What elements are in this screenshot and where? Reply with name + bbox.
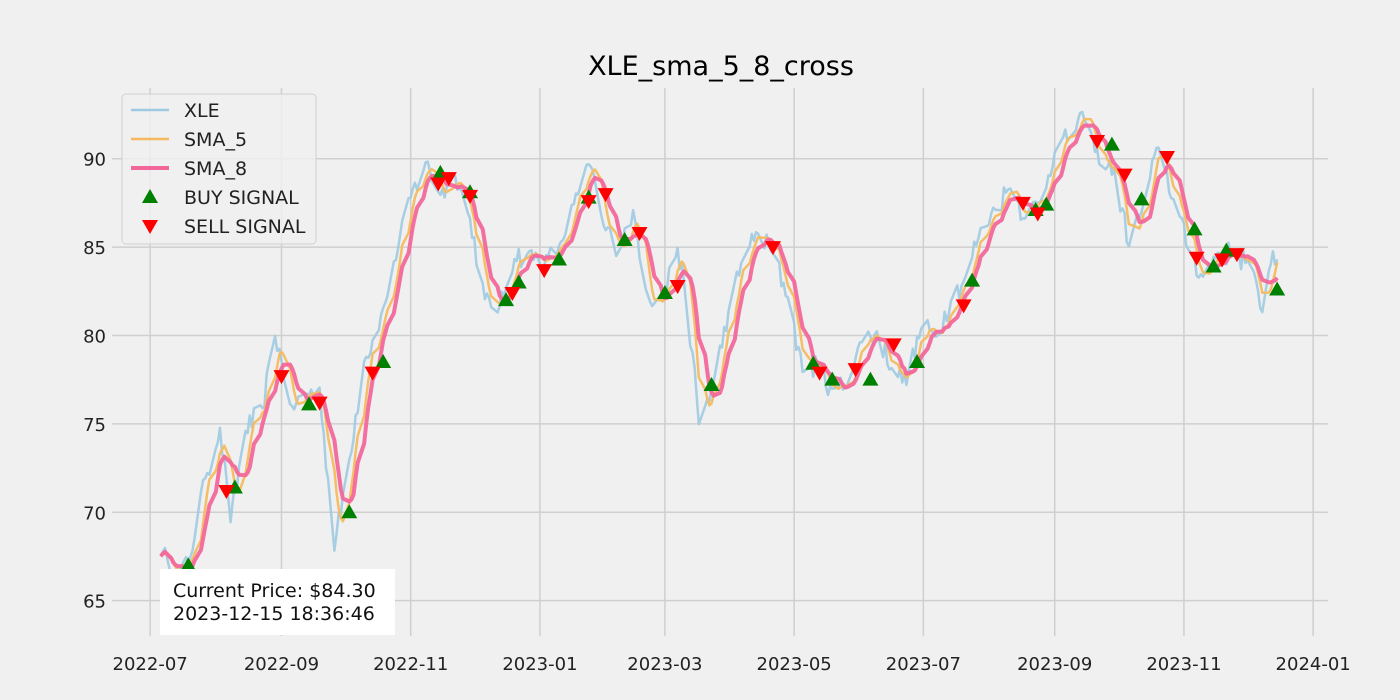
- sell-signal-marker: [1214, 253, 1231, 268]
- sell-signal-marker: [1188, 251, 1205, 266]
- buy-signal-marker: [180, 557, 197, 572]
- legend-label: XLE: [184, 100, 220, 122]
- legend-label: SELL SIGNAL: [184, 216, 306, 238]
- sell-signal-marker: [504, 287, 521, 302]
- buy-signal-marker: [616, 232, 633, 247]
- y-tick-label: 85: [83, 238, 106, 259]
- buy-signal-marker: [862, 371, 879, 386]
- y-tick-label: 65: [83, 592, 106, 613]
- buy-signal-marker: [824, 371, 841, 386]
- sell-signal-marker: [955, 299, 972, 314]
- sell-signal-marker: [580, 195, 597, 210]
- buy-signal-marker: [703, 376, 720, 391]
- sell-signal-marker: [1116, 168, 1133, 183]
- buy-signal-marker: [1103, 136, 1120, 151]
- y-tick-label: 70: [83, 503, 106, 524]
- x-tick-label: 2023-09: [1017, 654, 1092, 675]
- buy-signal-marker: [656, 285, 673, 300]
- x-tick-label: 2022-09: [244, 654, 319, 675]
- tick-labels: 2022-07 2022-09 2022-11 2023-01 2023-03 2023-…: [83, 150, 1351, 675]
- x-tick-label: 2022-11: [373, 654, 448, 675]
- buy-signal-marker: [550, 251, 567, 266]
- legend-swatch: [142, 189, 158, 203]
- legend: XLE SMA_5 SMA_8 BUY SIGNAL SELL SIGNAL: [121, 93, 317, 245]
- buy-signal-marker: [1186, 221, 1203, 236]
- buy-signal-marker: [498, 292, 515, 307]
- info-box: Current Price: $84.30 2023-12-15 18:36:4…: [160, 569, 395, 635]
- x-tick-label: 2023-01: [502, 654, 577, 675]
- x-tick-label: 2023-03: [627, 654, 702, 675]
- series-line-sma-8: [159, 123, 1279, 572]
- sell-signal-marker: [885, 338, 902, 353]
- buy-signal-marker: [375, 354, 392, 368]
- x-tick-label: 2023-07: [886, 654, 961, 675]
- sell-signal-marker: [440, 172, 457, 187]
- y-tick-label: 90: [83, 150, 106, 171]
- sell-signal-marker: [311, 396, 328, 411]
- buy-signal-marker: [1218, 242, 1235, 257]
- legend-label: SMA_8: [184, 158, 247, 180]
- y-tick-label: 75: [83, 415, 106, 436]
- sell-signal-marker: [764, 241, 781, 256]
- sell-signal-marker: [430, 177, 447, 192]
- x-tick-label: 2024-01: [1276, 654, 1351, 675]
- current-price-text: Current Price: $84.30: [173, 580, 376, 602]
- buy-signal-marker: [1133, 191, 1150, 206]
- sell-signal-marker: [1228, 248, 1245, 263]
- y-tick-label: 80: [83, 326, 106, 347]
- sell-signal-marker: [847, 363, 864, 378]
- buy-signal-marker: [1205, 258, 1222, 273]
- sell-signal-marker: [218, 485, 235, 500]
- sell-signal-marker: [631, 226, 648, 241]
- info-box-background: [160, 569, 395, 635]
- signal-markers: [180, 135, 1286, 572]
- sell-signal-marker: [1029, 207, 1046, 222]
- sell-signal-marker: [364, 366, 381, 381]
- sell-signal-marker: [462, 189, 479, 204]
- sell-signal-marker: [1158, 150, 1175, 165]
- buy-signal-marker: [1269, 281, 1286, 296]
- sell-signal-marker: [536, 264, 553, 279]
- sell-signal-marker: [811, 366, 828, 381]
- sell-signal-marker: [1089, 135, 1106, 150]
- legend-label: BUY SIGNAL: [184, 187, 299, 209]
- buy-signal-marker: [301, 396, 318, 411]
- chart-title: XLE_sma_5_8_cross: [588, 51, 854, 82]
- x-tick-label: 2023-05: [757, 654, 832, 675]
- sell-signal-marker: [1014, 196, 1031, 211]
- legend-swatch: [142, 220, 158, 234]
- timestamp-text: 2023-12-15 18:36:46: [173, 603, 375, 625]
- sell-signal-marker: [669, 279, 686, 294]
- x-tick-label: 2022-07: [113, 654, 188, 675]
- legend-items: XLE SMA_5 SMA_8 BUY SIGNAL SELL SIGNAL: [131, 100, 306, 238]
- legend-frame: [121, 93, 317, 245]
- buy-signal-marker: [1038, 196, 1055, 211]
- buy-signal-marker: [510, 274, 527, 289]
- x-tick-label: 2023-11: [1146, 654, 1221, 675]
- sell-signal-marker: [273, 370, 290, 385]
- sell-signal-marker: [597, 188, 614, 203]
- buy-signal-marker: [805, 355, 822, 370]
- legend-label: SMA_5: [184, 129, 247, 151]
- buy-signal-marker: [341, 504, 358, 519]
- buy-signal-marker: [964, 272, 981, 287]
- buy-signal-marker: [909, 354, 926, 368]
